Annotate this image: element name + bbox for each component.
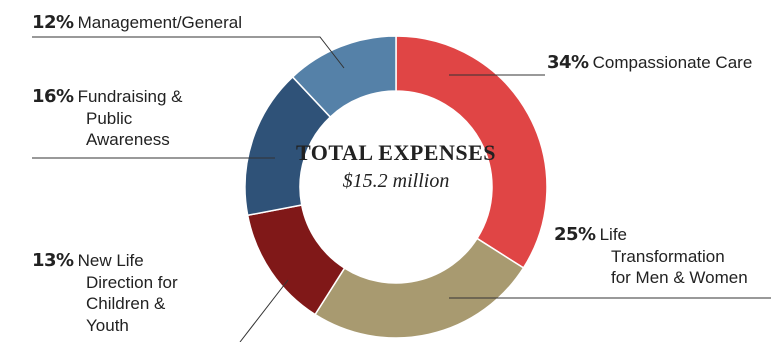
slice-name-line: for Men & Women xyxy=(611,268,748,287)
slice-percent: 25% xyxy=(554,224,596,245)
slice-name-line: Children & xyxy=(86,294,166,313)
chart-center-label: TOTAL EXPENSES $15.2 million xyxy=(296,140,496,196)
chart-subtitle: $15.2 million xyxy=(342,170,450,192)
slice-name-line: Transformation xyxy=(611,246,725,266)
slice-name-line: Youth xyxy=(86,315,129,335)
slice-label-fundraising: 16% Fundraising & Public Awareness xyxy=(32,86,182,151)
slice-label-compassionate-care: 34% Compassionate Care xyxy=(547,52,752,74)
slice-name-line: New Life xyxy=(77,251,144,270)
slice-name-line: Public xyxy=(86,108,133,128)
slice-label-new-life-direction: 13% New Life Direction for Children & You… xyxy=(32,250,178,336)
slice-name: Compassionate Care xyxy=(592,53,753,72)
leader-line xyxy=(239,279,289,342)
slice-label-management: 12% Management/General xyxy=(32,12,242,34)
slice-name-line: Life xyxy=(599,225,628,244)
slice-management-general xyxy=(291,35,397,119)
slice-name-line: Awareness xyxy=(86,130,170,149)
slice-name: Management/General xyxy=(77,13,243,32)
slice-life-transformation-for-men-women xyxy=(314,237,525,339)
slice-percent: 16% xyxy=(32,86,74,107)
slice-name-line: Direction for xyxy=(86,272,178,292)
leader-line xyxy=(32,36,345,69)
donut-slices xyxy=(244,35,548,339)
slice-percent: 34% xyxy=(547,52,589,73)
leader-lines xyxy=(32,36,771,342)
slice-percent: 13% xyxy=(32,250,74,271)
slice-percent: 12% xyxy=(32,12,74,33)
slice-name-line: Fundraising & xyxy=(77,87,183,106)
chart-title: TOTAL EXPENSES xyxy=(296,140,496,165)
slice-label-life-transformation: 25% Life Transformation for Men & Women xyxy=(554,224,748,289)
slice-compassionate-care xyxy=(395,35,548,269)
